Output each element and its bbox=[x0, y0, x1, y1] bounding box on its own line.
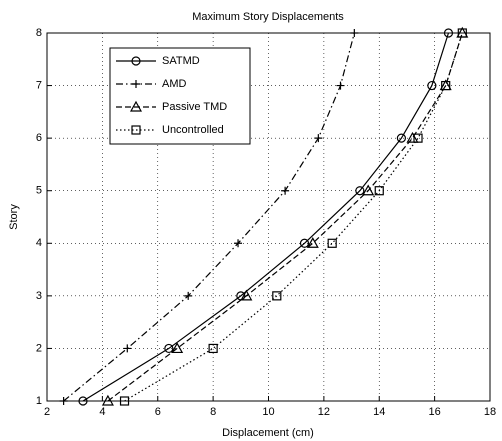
marker bbox=[406, 131, 419, 143]
x-tick-label: 18 bbox=[484, 406, 496, 418]
marker bbox=[443, 28, 454, 38]
marker bbox=[123, 344, 132, 353]
legend-marker bbox=[132, 80, 140, 88]
legend-label: Uncontrolled bbox=[162, 124, 224, 136]
marker bbox=[101, 394, 114, 406]
legend-label: SATMD bbox=[162, 55, 200, 67]
chart-title: Maximum Story Displacements bbox=[192, 11, 344, 23]
y-tick-label: 7 bbox=[36, 79, 42, 91]
marker bbox=[272, 291, 282, 301]
marker bbox=[413, 133, 423, 143]
y-tick-label: 5 bbox=[36, 185, 42, 197]
x-tick-label: 12 bbox=[318, 406, 330, 418]
x-tick-label: 6 bbox=[155, 406, 161, 418]
marker bbox=[327, 238, 337, 248]
series-line bbox=[82, 32, 450, 402]
marker bbox=[374, 186, 384, 196]
series-line bbox=[107, 32, 463, 402]
marker bbox=[355, 186, 365, 196]
y-tick-label: 4 bbox=[36, 237, 42, 249]
x-tick-label: 4 bbox=[99, 406, 105, 418]
marker bbox=[299, 238, 310, 248]
x-axis-label: Displacement (cm) bbox=[222, 427, 314, 439]
marker bbox=[350, 29, 359, 37]
legend-marker bbox=[131, 56, 141, 66]
y-axis-label: Story bbox=[8, 204, 20, 230]
x-tick-label: 2 bbox=[44, 406, 50, 418]
legend-marker bbox=[129, 100, 143, 112]
marker bbox=[208, 343, 218, 354]
series-line bbox=[124, 32, 463, 402]
marker bbox=[59, 397, 68, 405]
marker bbox=[441, 80, 451, 91]
marker bbox=[306, 237, 319, 248]
marker bbox=[457, 28, 467, 38]
marker bbox=[281, 186, 290, 195]
x-tick-label: 14 bbox=[373, 406, 385, 418]
y-tick-label: 1 bbox=[36, 395, 42, 407]
x-tick-label: 16 bbox=[429, 406, 441, 418]
marker bbox=[314, 134, 323, 143]
marker bbox=[78, 396, 88, 406]
y-tick-label: 3 bbox=[36, 290, 42, 302]
marker bbox=[427, 80, 437, 91]
legend-label: AMD bbox=[162, 78, 187, 90]
marker bbox=[362, 184, 375, 196]
marker bbox=[336, 81, 345, 90]
marker bbox=[164, 343, 174, 354]
y-tick-label: 8 bbox=[36, 27, 42, 39]
legend-marker bbox=[131, 125, 141, 135]
y-tick-label: 2 bbox=[36, 342, 42, 354]
marker bbox=[396, 133, 406, 143]
x-tick-label: 8 bbox=[210, 406, 216, 418]
marker bbox=[184, 291, 193, 300]
marker bbox=[171, 342, 184, 354]
marker bbox=[240, 289, 253, 301]
legend-label: Passive TMD bbox=[162, 101, 227, 113]
marker bbox=[234, 239, 243, 248]
marker bbox=[119, 396, 130, 406]
y-tick-label: 6 bbox=[36, 132, 42, 144]
x-tick-label: 10 bbox=[262, 406, 274, 418]
plot-frame bbox=[46, 32, 491, 402]
